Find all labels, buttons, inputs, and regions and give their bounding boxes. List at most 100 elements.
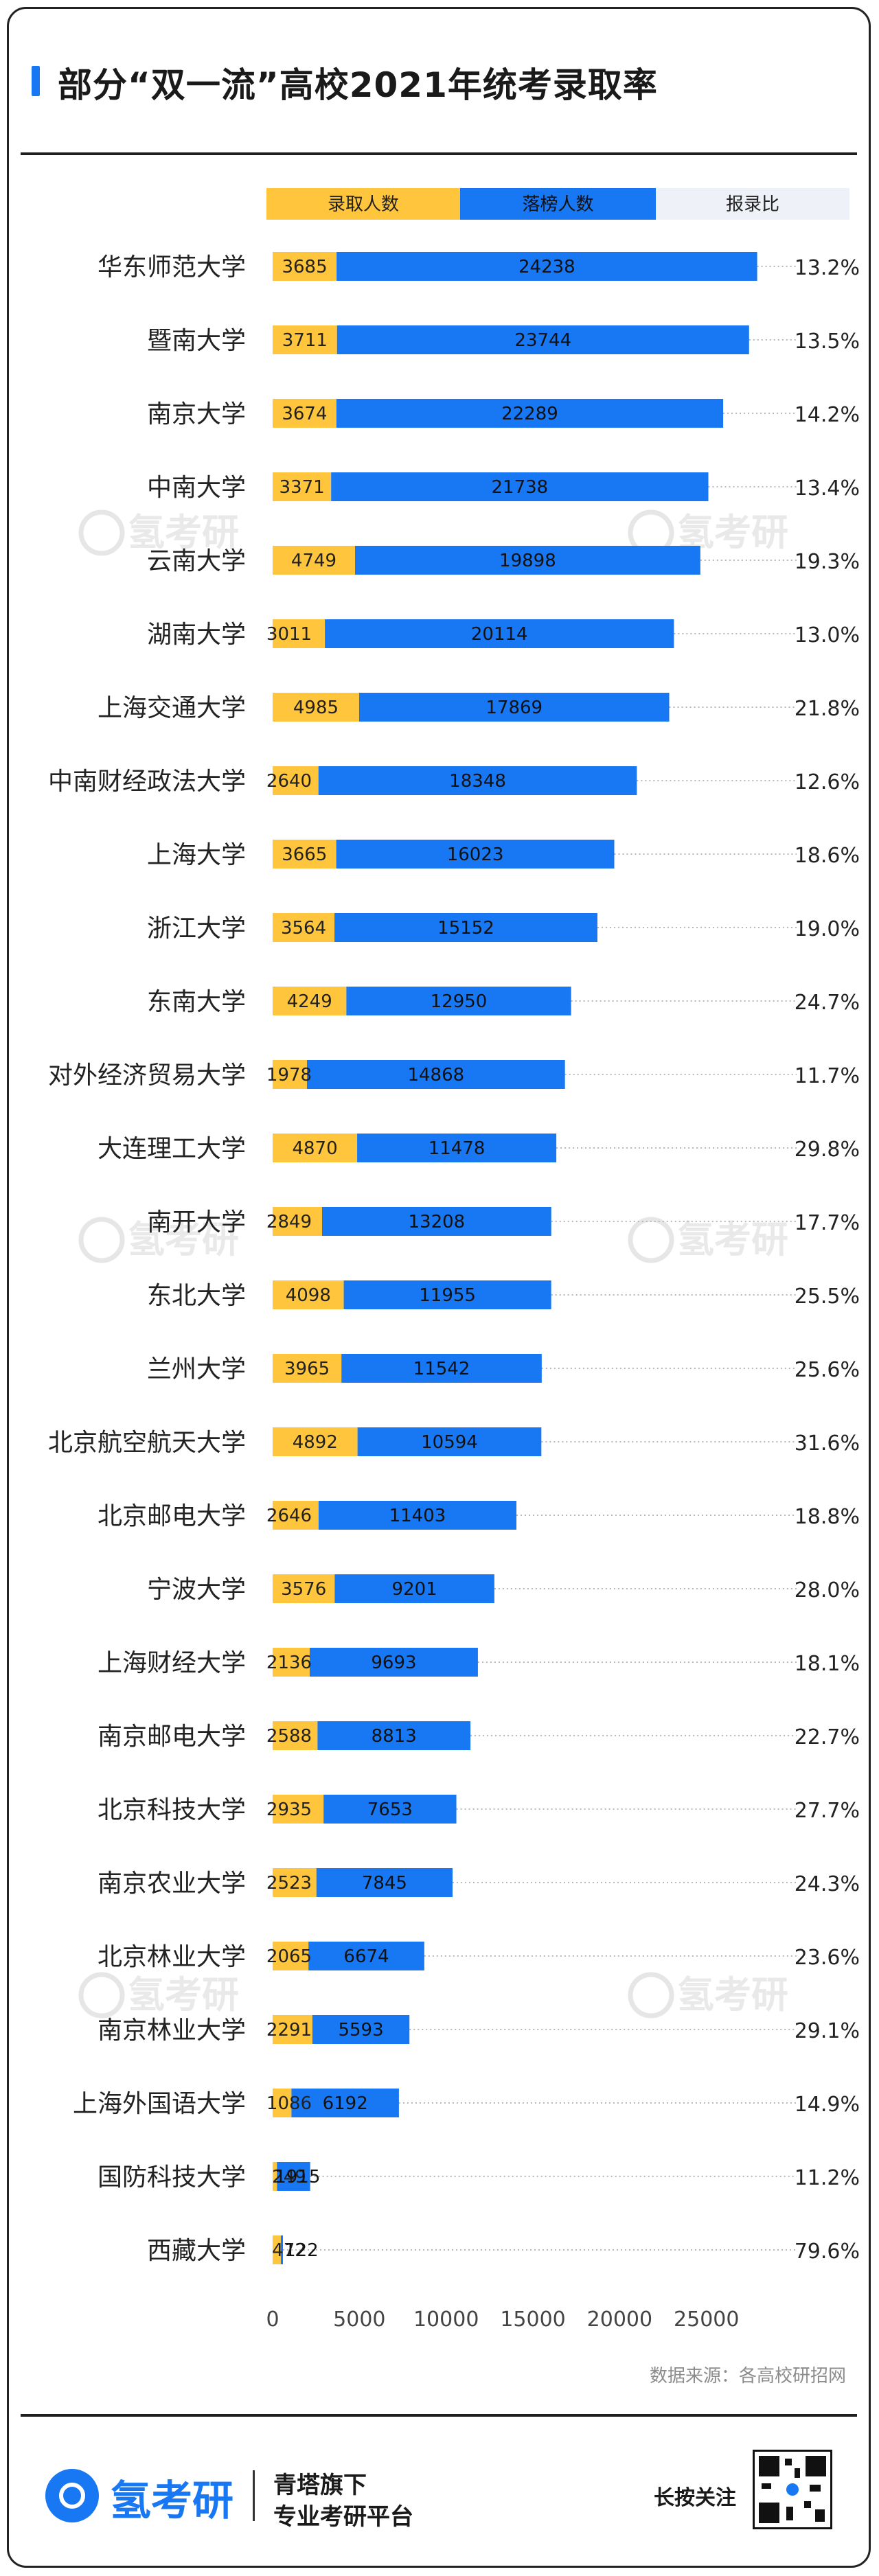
watermark-logo-icon [78, 1217, 125, 1263]
admitted-value-label: 2640 [266, 771, 312, 792]
category-label: 东北大学 [147, 1282, 246, 1310]
x-tick-label: 20000 [587, 2308, 652, 2332]
ratio-label: 31.6% [795, 1431, 860, 1456]
rejected-value-label: 6674 [343, 1946, 389, 1967]
logo-icon [45, 2469, 99, 2522]
admitted-value-label: 2935 [266, 1799, 312, 1820]
watermark-text: 氢考研 [128, 511, 239, 554]
ratio-label: 22.7% [795, 1725, 860, 1749]
admitted-value-label: 4892 [293, 1432, 338, 1453]
rejected-value-label: 9693 [371, 1653, 416, 1673]
bar-admitted [273, 1207, 322, 1236]
logo-text: 氢考研 [110, 2477, 233, 2525]
watermark-text: 氢考研 [677, 1218, 788, 1261]
category-label: 宁波大学 [147, 1576, 246, 1604]
category-label: 南京林业大学 [98, 2016, 246, 2045]
rejected-value-label: 22289 [501, 404, 558, 424]
bar-rejected [325, 619, 674, 648]
bar-admitted [273, 1868, 317, 1897]
rejected-value-label: 11478 [429, 1138, 486, 1159]
watermark-text: 氢考研 [128, 1218, 239, 1261]
category-label: 上海大学 [147, 841, 246, 869]
admitted-value-label: 2646 [266, 1506, 312, 1526]
bar-admitted [273, 987, 347, 1015]
bar-rejected [318, 1501, 517, 1530]
rejected-value-label: 14868 [407, 1065, 464, 1085]
ratio-label: 29.8% [795, 1138, 860, 1162]
rejected-value-label: 6192 [323, 2093, 368, 2114]
bar-rejected [317, 1721, 471, 1750]
watermark-logo-icon [628, 1972, 674, 2019]
bar-admitted [273, 1280, 344, 1309]
bar-admitted [273, 252, 337, 281]
legend-ratio-swatch [656, 188, 849, 220]
admitted-value-label: 2291 [266, 2020, 312, 2040]
category-label: 华东师范大学 [98, 253, 246, 281]
bar-rejected [336, 399, 724, 428]
rejected-value-label: 16023 [447, 844, 504, 865]
bar-admitted [273, 840, 336, 869]
bar-admitted [273, 325, 337, 354]
bar-admitted [273, 1427, 358, 1456]
bar-admitted [273, 913, 335, 942]
admitted-value-label: 2065 [266, 1946, 312, 1967]
legend-rejected-label: 落榜人数 [522, 194, 593, 215]
category-label: 兰州大学 [147, 1355, 246, 1383]
category-label: 南开大学 [147, 1208, 246, 1237]
ratio-label: 24.3% [795, 1872, 860, 1896]
bar-admitted [273, 1354, 342, 1383]
rejected-value-label: 18348 [449, 771, 506, 792]
ratio-label: 13.0% [795, 623, 860, 647]
x-tick-label: 5000 [333, 2308, 385, 2332]
footer-divider [21, 2414, 857, 2417]
rejected-value-label: 7845 [362, 1873, 407, 1894]
bar-admitted [273, 1501, 319, 1530]
category-label: 上海外国语大学 [73, 2090, 246, 2118]
x-tick-label: 25000 [674, 2308, 739, 2332]
admitted-value-label: 472 [272, 2240, 306, 2261]
x-tick-label: 10000 [413, 2308, 479, 2332]
rejected-value-label: 24238 [518, 257, 575, 277]
category-label: 上海交通大学 [98, 694, 246, 722]
admitted-value-label: 4870 [292, 1138, 337, 1159]
watermark-logo-icon [628, 1217, 674, 1263]
ratio-label: 29.1% [795, 2019, 860, 2043]
rejected-value-label: 1915 [275, 2167, 320, 2187]
rejected-value-label: 12950 [431, 991, 488, 1012]
qr-code-icon[interactable] [753, 2450, 832, 2529]
bar-rejected [306, 1060, 565, 1089]
ratio-label: 18.1% [795, 1652, 860, 1676]
ratio-label: 18.8% [795, 1505, 860, 1529]
ratio-label: 13.4% [795, 476, 860, 501]
admitted-value-label: 4749 [291, 551, 336, 571]
bar-admitted [273, 1574, 335, 1603]
bar-rejected [309, 1648, 478, 1677]
ratio-label: 25.5% [795, 1285, 860, 1309]
ratio-label: 19.3% [795, 550, 860, 574]
rejected-value-label: 11542 [413, 1359, 470, 1379]
bar-admitted [273, 1648, 310, 1677]
bar-rejected [316, 1868, 453, 1897]
rejected-value-label: 15152 [437, 918, 494, 939]
bar-admitted [273, 2162, 277, 2191]
category-label: 对外经济贸易大学 [48, 1061, 246, 1090]
ratio-label: 14.2% [795, 403, 860, 427]
admitted-value-label: 2588 [266, 1726, 312, 1747]
ratio-label: 17.7% [795, 1211, 860, 1235]
ratio-label: 13.2% [795, 256, 860, 280]
ratio-label: 28.0% [795, 1578, 860, 1602]
bar-rejected [357, 1134, 557, 1162]
bar-rejected [334, 913, 597, 942]
admitted-value-label: 3685 [282, 257, 327, 277]
header-divider [21, 152, 857, 155]
bar-admitted [273, 399, 336, 428]
ratio-label: 25.6% [795, 1358, 860, 1382]
category-label: 北京邮电大学 [98, 1502, 246, 1530]
data-source-note: 数据来源：各高校研招网 [649, 2366, 846, 2387]
category-label: 南京大学 [147, 400, 246, 428]
bar-rejected [323, 1795, 457, 1824]
bar-rejected [291, 2089, 399, 2117]
rejected-value-label: 20114 [471, 624, 528, 645]
ratio-label: 79.6% [795, 2240, 860, 2264]
